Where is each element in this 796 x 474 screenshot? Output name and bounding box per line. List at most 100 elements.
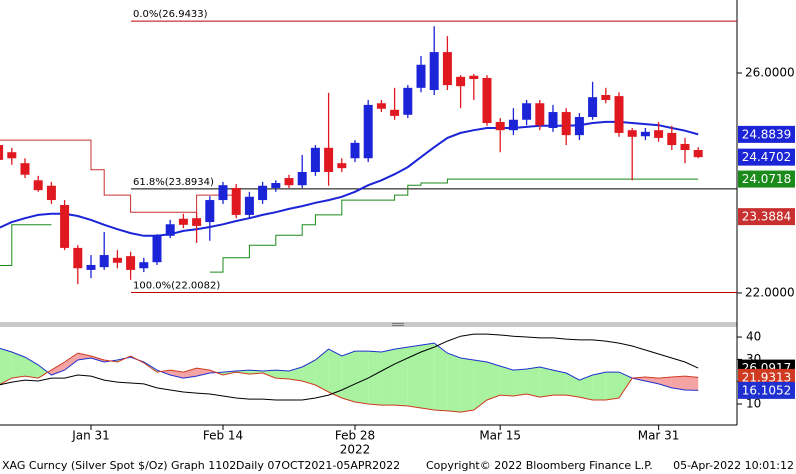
series-line <box>0 342 699 391</box>
area-fill <box>0 348 12 385</box>
panel-separator <box>0 322 737 327</box>
footer-copyright: Copyright© 2022 Bloomberg Finance L.P. <box>426 459 653 472</box>
area-fill <box>645 377 659 384</box>
last-value-box <box>738 125 795 143</box>
candle-body <box>654 130 664 138</box>
y-tick-label: 22.0000 <box>745 286 795 300</box>
area-fill <box>513 368 527 396</box>
candle-body <box>258 185 268 201</box>
candle-body <box>73 247 83 269</box>
candle-body <box>271 183 281 188</box>
series-line <box>0 178 699 273</box>
x-tick-label: Mar 31 <box>638 429 680 443</box>
candle-body <box>152 235 162 263</box>
candle-body <box>680 143 690 150</box>
last-value-label: 16.1052 <box>742 383 792 397</box>
area-fill <box>183 368 197 379</box>
last-value-box <box>738 381 795 399</box>
footer-time: 05-Apr-2022 10:01:12 <box>673 459 794 472</box>
x-tick-label: Feb 28 <box>335 429 375 443</box>
candle-body <box>60 205 70 248</box>
level-label: 0.0%(26.9433) <box>133 9 208 20</box>
area-fill <box>51 362 65 375</box>
area-fill <box>460 358 474 413</box>
last-value-box <box>738 170 795 188</box>
candle-body <box>469 75 479 80</box>
last-value-box <box>738 208 795 226</box>
last-value-box <box>738 148 795 166</box>
candle-body <box>390 109 400 116</box>
candle-body <box>139 262 149 269</box>
area-fill <box>302 360 316 386</box>
area-fill <box>500 366 514 396</box>
candle-body <box>33 180 43 191</box>
candle-body <box>522 103 532 120</box>
candle-body <box>456 76 466 87</box>
candle-body <box>482 77 492 124</box>
candle-body <box>627 130 637 137</box>
series-line <box>0 352 699 413</box>
candle-body <box>363 104 373 159</box>
area-fill <box>38 364 48 379</box>
area-fill <box>64 353 78 371</box>
footer-range: Daily 07OCT2021-05APR2022 <box>236 459 400 472</box>
area-fill <box>605 372 619 400</box>
area-fill <box>671 376 685 390</box>
area-fill <box>11 352 25 379</box>
candle-body <box>693 149 703 158</box>
area-fill <box>407 345 421 409</box>
candle-body <box>601 94 611 100</box>
area-fill <box>381 349 395 406</box>
area-fill <box>368 351 382 406</box>
oscillator-panel <box>0 333 699 413</box>
candle-body <box>284 178 294 186</box>
candle-body <box>20 163 30 175</box>
area-fill <box>487 362 501 400</box>
last-value-label: 24.8839 <box>742 127 792 141</box>
candle-body <box>86 264 96 270</box>
candle-body <box>99 255 109 268</box>
area-fill <box>526 366 540 398</box>
candle-body <box>46 185 56 201</box>
area-fill <box>553 370 567 396</box>
candle-body <box>244 196 254 215</box>
candle-body <box>7 152 17 159</box>
area-fill <box>394 347 408 407</box>
area-fill <box>566 372 580 398</box>
area-fill <box>25 357 39 379</box>
y-tick-label: 40 <box>746 330 761 344</box>
x-year-label: 2022 <box>340 443 371 457</box>
candle-body <box>561 112 571 136</box>
x-tick-label: Jan 31 <box>71 429 110 443</box>
level-label: 100.0%(22.0082) <box>133 281 220 292</box>
area-fill <box>355 351 369 405</box>
y-tick-label: 26.0000 <box>745 65 795 79</box>
x-tick-label: Feb 14 <box>203 429 243 443</box>
last-value-label: 21.9313 <box>742 370 792 384</box>
candle-body <box>442 52 452 86</box>
area-fill <box>579 374 593 400</box>
candle-body <box>126 256 136 270</box>
candle-body <box>667 132 677 146</box>
candle-body <box>416 64 426 88</box>
candle-body <box>112 257 122 263</box>
candle-body <box>508 119 518 131</box>
area-fill <box>262 370 276 379</box>
value-boxes: 24.470224.883923.388424.071826.091721.93… <box>738 125 795 399</box>
area-fill <box>434 343 448 411</box>
candle-body <box>548 112 558 128</box>
candle-body <box>231 187 241 215</box>
footer-left: XAG Curncy (Silver Spot $/Oz) Graph 1102 <box>2 459 236 472</box>
area-fill <box>447 353 461 413</box>
area-fill <box>539 366 553 398</box>
area-fill <box>473 360 487 411</box>
area-fill <box>658 377 672 388</box>
candle-body <box>178 218 188 225</box>
last-value-label: 24.4702 <box>742 150 792 164</box>
candle-body <box>574 116 584 136</box>
candle-body <box>297 172 307 186</box>
candle-body <box>0 145 4 160</box>
y-tick-label: 10 <box>746 397 761 411</box>
area-fill <box>341 351 355 403</box>
